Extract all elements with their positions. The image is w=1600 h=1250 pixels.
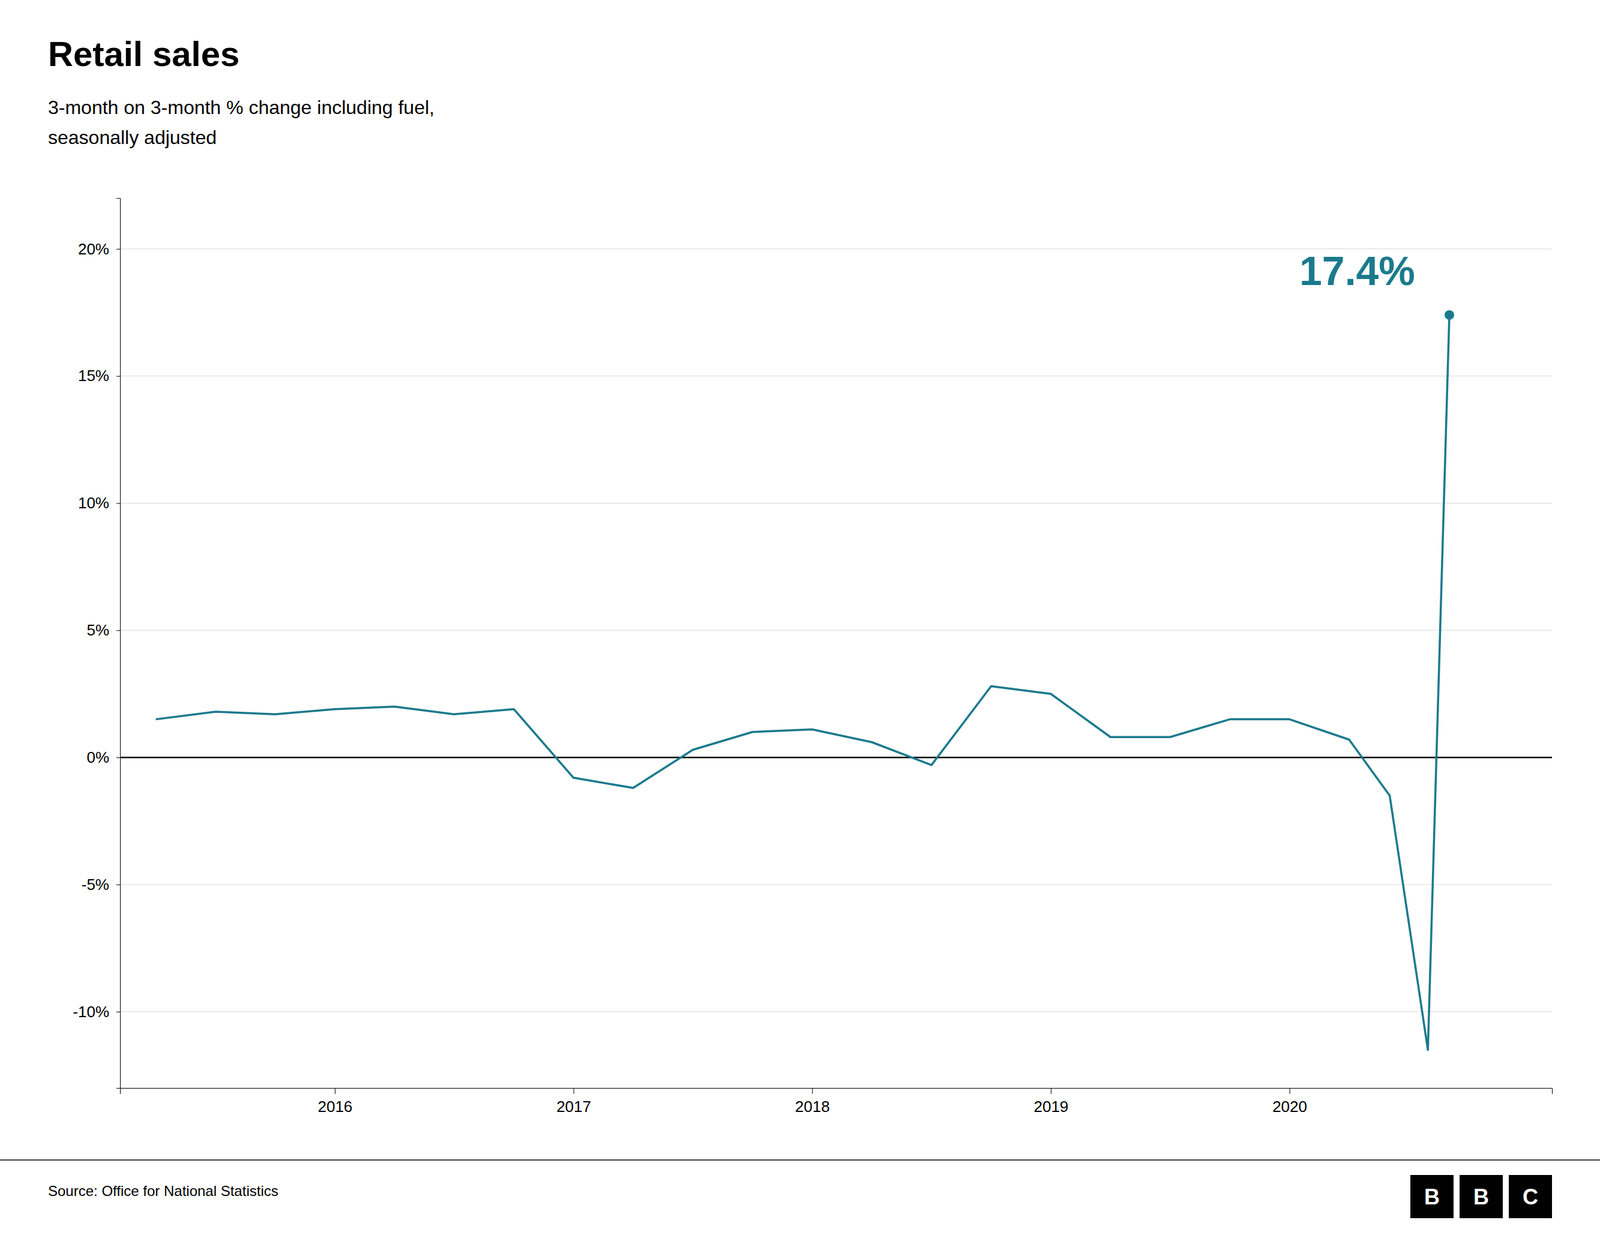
subtitle-line: seasonally adjusted <box>48 126 217 149</box>
grid <box>120 249 1552 1012</box>
x-tick-mark <box>1050 1088 1052 1095</box>
logo-letter: B <box>1424 1184 1440 1210</box>
y-tick-label: 10% <box>78 493 110 512</box>
logo: BBC <box>1410 1175 1552 1219</box>
y-axis: -10% -5% 0% 5% 10% 15% 20% <box>72 198 121 1089</box>
y-tick-mark <box>116 249 121 250</box>
y-tick-mark <box>116 757 121 758</box>
x-tick: 2020 <box>1272 1088 1308 1116</box>
y-tick: 5% <box>86 621 121 640</box>
logo-box <box>1459 1175 1503 1219</box>
y-tick-mark <box>116 630 121 631</box>
y-tick-label: 20% <box>78 240 110 259</box>
x-tick: 2019 <box>1033 1088 1069 1116</box>
annotation: 17.4% <box>1299 247 1416 294</box>
y-tick: 15% <box>78 366 121 385</box>
grid-line <box>120 1011 1552 1012</box>
y-tick: -5% <box>81 875 121 894</box>
chart: Retail sales 3-month on 3-month % change … <box>0 0 1600 1250</box>
y-tick-mark <box>116 376 121 377</box>
y-tick-mark <box>116 502 121 504</box>
y-tick-label: -10% <box>72 1002 110 1021</box>
x-tick: 2017 <box>556 1088 592 1116</box>
x-tick-label: 2016 <box>317 1097 353 1116</box>
x-axis: 2016 2017 2018 2019 2020 <box>120 1088 1553 1116</box>
end-point <box>1444 310 1455 320</box>
plot: 2016 2017 2018 2019 2020 -10% -5% 0% 5% 10% 15% 20%… <box>72 198 1552 1117</box>
x-tick-mark <box>812 1088 813 1095</box>
y-tick: 10% <box>78 493 121 512</box>
y-tick: -10% <box>72 1002 121 1021</box>
y-tick: 20% <box>78 240 121 259</box>
source: Source: Office for National Statistics <box>48 1182 279 1200</box>
logo-letter: C <box>1522 1184 1539 1210</box>
x-tick: 2018 <box>795 1088 831 1116</box>
zero-line <box>120 756 1552 759</box>
marks <box>156 310 1455 1051</box>
line <box>156 315 1450 1051</box>
logo-box <box>1410 1175 1454 1219</box>
grid-line <box>120 630 1552 631</box>
y-tick-label: 0% <box>86 748 110 767</box>
x-tick-label: 2020 <box>1272 1097 1308 1116</box>
y-tick-label: 5% <box>86 621 110 640</box>
source-rule <box>0 1159 1600 1161</box>
x-tick-label: 2017 <box>556 1097 592 1116</box>
logo-box <box>1508 1175 1552 1219</box>
logo-letter: B <box>1473 1184 1489 1210</box>
x-tick-mark <box>573 1088 575 1095</box>
y-axis-line <box>116 198 121 1089</box>
grid-line <box>120 884 1552 886</box>
grid-line <box>120 375 1552 377</box>
subtitle-line: 3-month on 3-month % change including fu… <box>48 96 435 119</box>
y-tick: 0% <box>86 748 121 767</box>
x-tick-mark <box>1289 1088 1291 1095</box>
x-tick-mark <box>334 1088 336 1095</box>
subtitle: 3-month on 3-month % change including fu… <box>48 96 435 149</box>
x-tick: 2016 <box>317 1088 353 1116</box>
y-tick-mark <box>116 884 121 886</box>
grid-line <box>120 502 1552 504</box>
y-tick-mark <box>116 1011 121 1013</box>
x-tick-label: 2018 <box>795 1097 831 1116</box>
y-tick-label: 15% <box>78 366 110 385</box>
title: Retail sales <box>48 34 240 74</box>
y-tick-label: -5% <box>81 875 110 894</box>
x-axis-line <box>120 1088 1553 1095</box>
x-tick-label: 2019 <box>1033 1097 1069 1116</box>
